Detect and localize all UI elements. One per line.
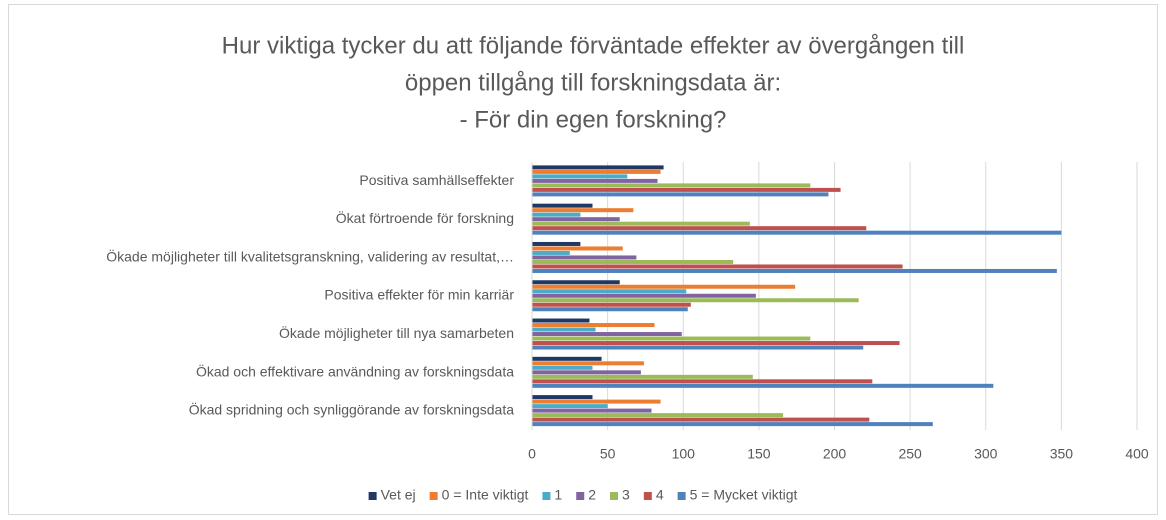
bar: [532, 212, 581, 217]
bar: [532, 293, 756, 298]
bar: [532, 174, 628, 179]
bar: [532, 361, 644, 366]
bar: [532, 298, 859, 303]
y-tick-label: Positiva effekter för min karriär: [324, 287, 514, 303]
x-tick-label: 350: [1050, 446, 1074, 462]
x-tick-label: 400: [1125, 446, 1149, 462]
legend-swatch: [368, 492, 377, 500]
bar: [532, 208, 634, 213]
bar: [532, 327, 596, 332]
legend-swatch: [643, 492, 652, 500]
bar: [532, 399, 661, 404]
bar: [532, 203, 593, 208]
bar: [532, 404, 608, 409]
legend-swatch: [542, 492, 551, 500]
x-tick-label: 300: [974, 446, 998, 462]
x-tick-label: 250: [898, 446, 922, 462]
bar: [532, 370, 641, 375]
x-tick-label: 50: [600, 446, 616, 462]
bar: [532, 268, 1057, 273]
legend-swatch: [576, 492, 585, 500]
bar: [532, 341, 900, 346]
bar: [532, 307, 688, 312]
legend-swatch: [429, 492, 438, 500]
legend: Vet ej 0 = Inte viktigt 1 2 3 4 5 = Mycket vik…: [368, 487, 798, 503]
chart-frame: [8, 4, 1158, 515]
bar: [532, 246, 623, 251]
bar: [532, 217, 620, 222]
bar: [532, 255, 637, 260]
legend-label: Vet ej: [381, 487, 416, 503]
bar: [532, 178, 658, 183]
bar: [532, 323, 655, 328]
bar: [532, 413, 784, 418]
chart-title: Hur viktiga tycker du att följande förvä…: [222, 32, 965, 59]
bar: [532, 280, 620, 285]
x-tick-label: 150: [747, 446, 771, 462]
bar: [532, 395, 593, 400]
chart-title: öppen tillgång till forskningsdata är:: [405, 69, 781, 96]
bar: [532, 302, 691, 307]
legend-label: 2: [588, 487, 596, 503]
y-tick-label: Ökad och effektivare användning av forsk…: [196, 362, 514, 379]
bar: [532, 318, 590, 323]
bar: [532, 336, 811, 341]
bar: [532, 230, 1062, 235]
x-tick-label: 0: [528, 446, 536, 462]
bar: [532, 284, 796, 289]
bar: [532, 165, 664, 170]
bar: [532, 356, 602, 361]
legend-swatch: [677, 492, 686, 500]
bar: [532, 264, 903, 269]
legend-label: 3: [622, 487, 630, 503]
bar: [532, 241, 581, 246]
bar: [532, 408, 652, 413]
bar: [532, 226, 867, 231]
bar: [532, 192, 829, 197]
bar: [532, 332, 682, 337]
legend-label: 1: [554, 487, 562, 503]
bar: [532, 417, 870, 422]
legend-label: 5 = Mycket viktigt: [690, 487, 798, 503]
x-tick-label: 100: [672, 446, 696, 462]
chart-title: - För din egen forskning?: [460, 106, 727, 133]
bar: [532, 169, 661, 174]
x-tick-label: 200: [823, 446, 847, 462]
bar: [532, 345, 864, 350]
bar: [532, 289, 687, 294]
bar: [532, 365, 593, 370]
y-tick-label: Positiva samhällseffekter: [359, 172, 514, 188]
y-tick-label: Ökade möjligheter till kvalitetsgranskni…: [106, 247, 514, 264]
bar: [532, 187, 841, 192]
y-tick-label: Ökat förtroende för forskning: [336, 209, 514, 226]
bar: [532, 422, 933, 427]
bar: [532, 374, 753, 379]
bar: [532, 259, 734, 264]
legend-swatch: [610, 492, 619, 500]
bar: [532, 221, 750, 226]
y-tick-label: Ökade möjligheter till nya samarbeten: [279, 324, 514, 341]
bar: [532, 379, 873, 384]
bar: [532, 250, 570, 255]
legend-label: 0 = Inte viktigt: [442, 487, 529, 503]
legend-label: 4: [656, 487, 664, 503]
bar: [532, 183, 811, 188]
bar: [532, 383, 994, 388]
y-tick-label: Ökad spridning och synliggörande av fors…: [189, 401, 515, 418]
